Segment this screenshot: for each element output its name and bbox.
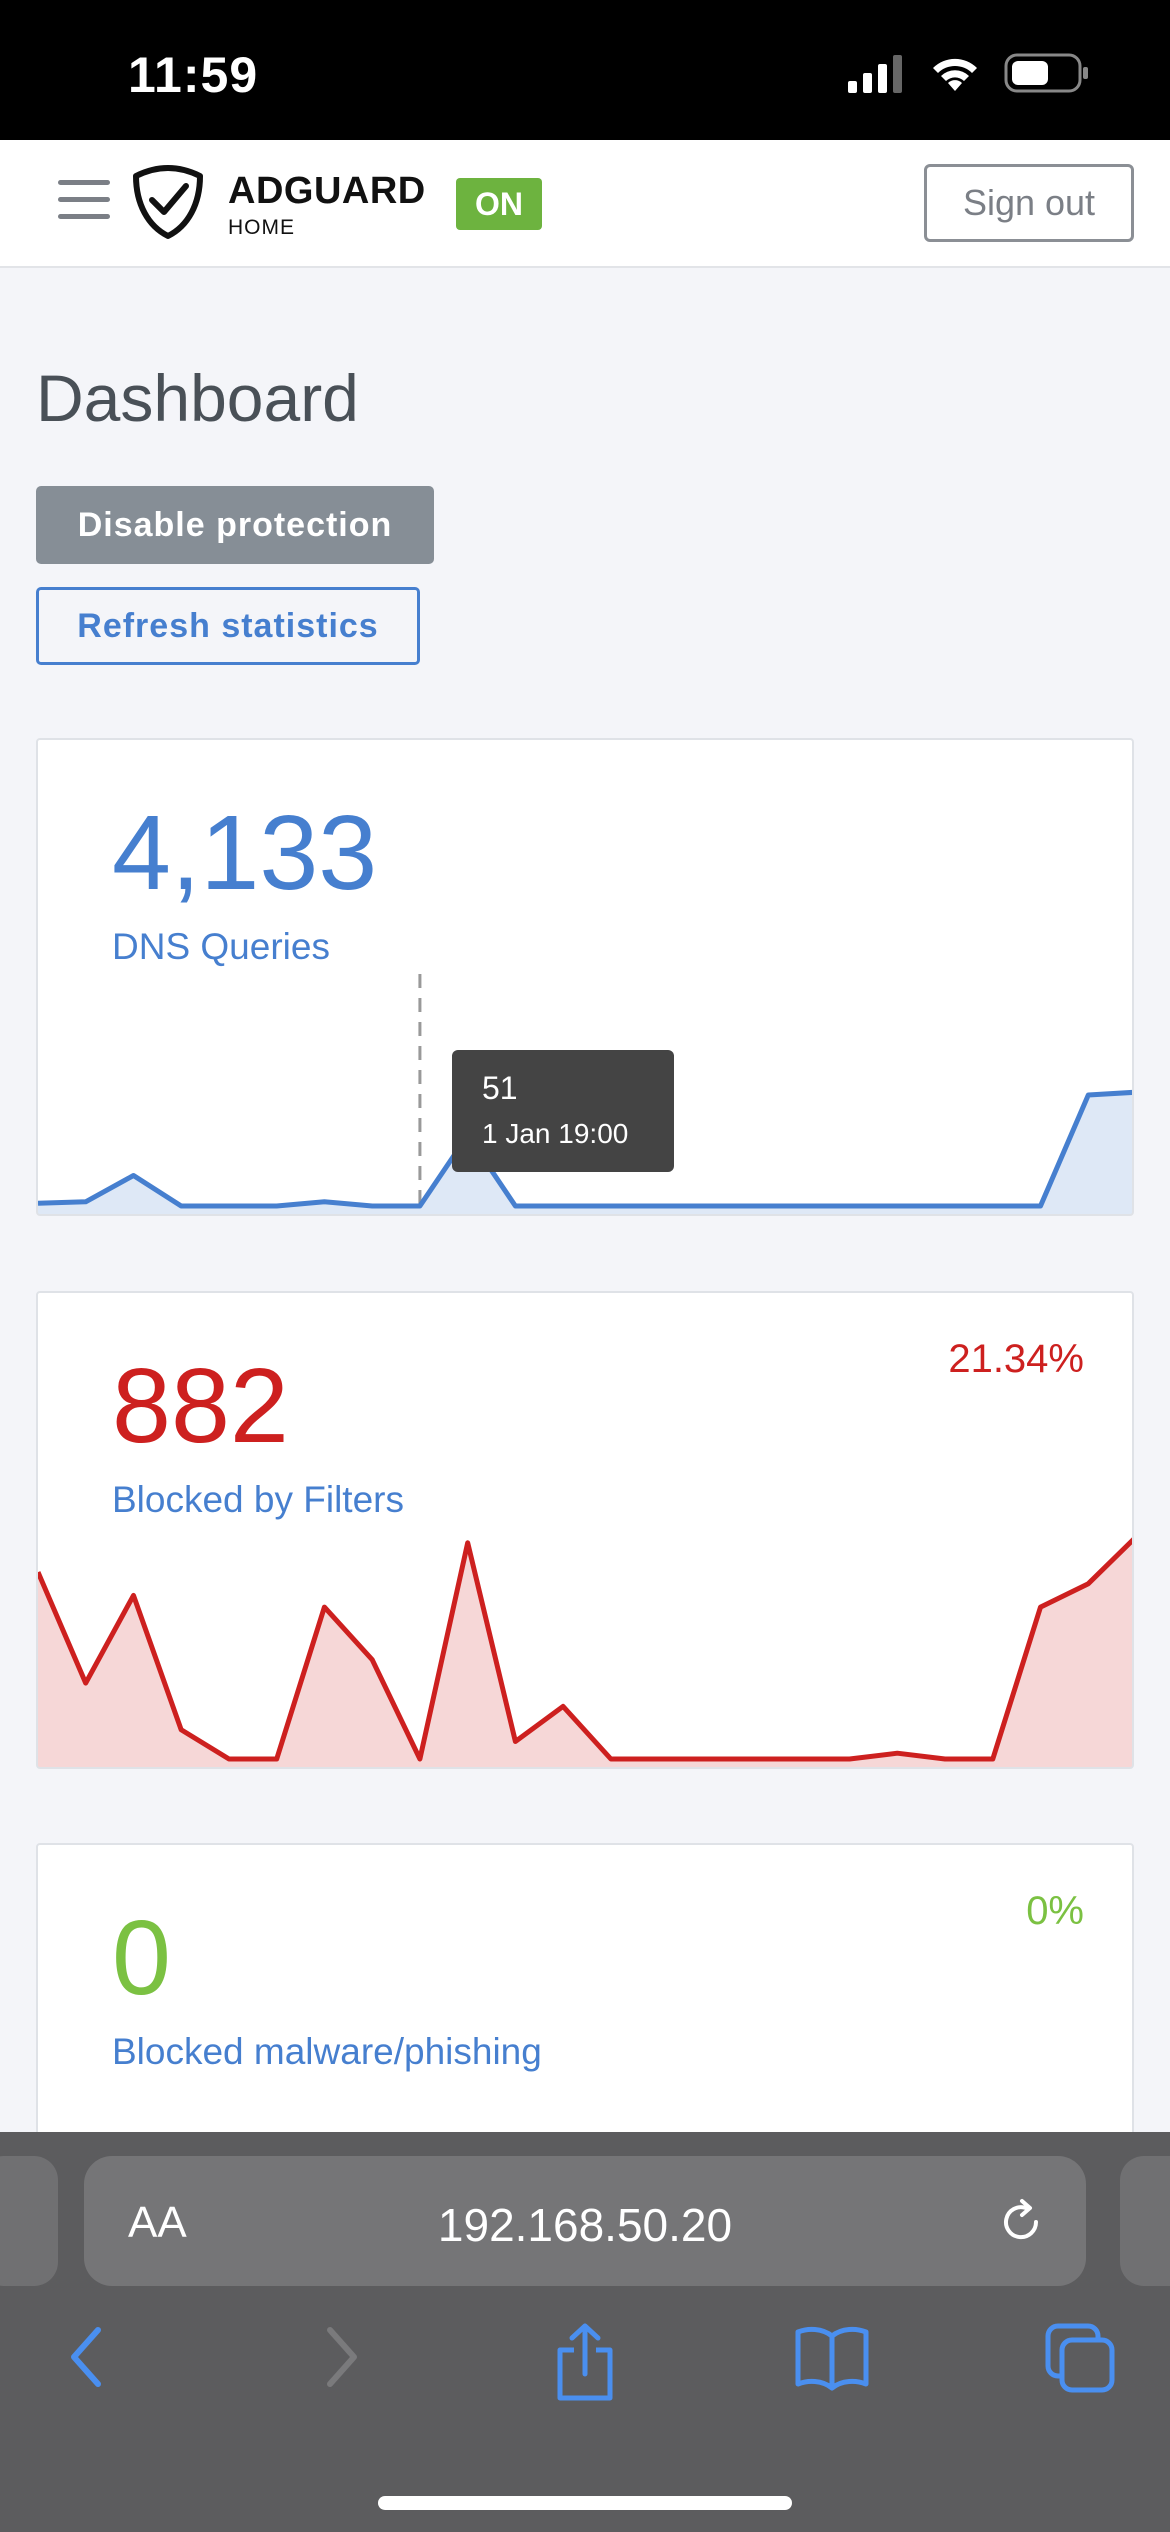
chart-area-fill — [38, 1540, 1132, 1767]
blocked-filters-percent: 21.34% — [948, 1337, 1084, 1381]
url-text[interactable]: 192.168.50.20 — [437, 2199, 733, 2251]
page-title: Dashboard — [36, 361, 359, 435]
tabs-icon[interactable] — [1044, 2322, 1116, 2394]
app-header: ADGUARD HOME ON Sign out — [0, 140, 1170, 268]
blocked-malware-count: 0 — [112, 1899, 171, 2017]
chart-area-fill — [38, 1092, 1132, 1214]
wifi-icon — [933, 58, 977, 91]
status-icons — [846, 52, 1090, 94]
dns-queries-count: 4,133 — [112, 794, 378, 912]
dns-queries-label: DNS Queries — [112, 926, 330, 967]
blocked-filters-card: 882 Blocked by Filters 21.34% — [36, 1291, 1134, 1769]
blocked-malware-percent: 0% — [1026, 1889, 1084, 1933]
disable-protection-button[interactable]: Disable protection — [36, 486, 434, 564]
status-bar: 11:59 — [0, 0, 1170, 140]
status-time: 11:59 — [128, 47, 259, 103]
blocked-filters-label: Blocked by Filters — [112, 1479, 404, 1520]
previous-tab[interactable] — [0, 2156, 58, 2286]
protection-status-badge: ON — [456, 178, 542, 230]
adguard-shield-icon — [133, 165, 203, 239]
battery-icon — [1004, 53, 1088, 93]
chart-tooltip: 51 1 Jan 19:00 — [452, 1050, 674, 1172]
tooltip-value: 51 — [482, 1070, 518, 1106]
home-indicator — [378, 2496, 792, 2510]
blocked-filters-count: 882 — [112, 1347, 289, 1465]
chart-series-line — [38, 1537, 1132, 1762]
tooltip-date: 1 Jan 19:00 — [482, 1118, 629, 1149]
dns-queries-card: 4,133 DNS Queries 51 1 Jan 19:00 — [36, 738, 1134, 1216]
blocked-filters-chart[interactable] — [38, 1527, 1134, 1767]
blocked-malware-label: Blocked malware/phishing — [112, 2031, 542, 2072]
brand-name: ADGUARD — [228, 170, 426, 212]
refresh-statistics-button[interactable]: Refresh statistics — [36, 587, 420, 665]
browser-chrome: AA 192.168.50.20 — [0, 2132, 1170, 2532]
signal-icon — [848, 55, 902, 93]
bookmarks-icon[interactable] — [794, 2322, 870, 2392]
reload-icon[interactable] — [996, 2196, 1046, 2246]
browser-toolbar — [0, 2322, 1170, 2442]
brand-sub: HOME — [228, 216, 295, 239]
dns-queries-chart[interactable] — [38, 974, 1134, 1214]
chart-series-line — [38, 1089, 1132, 1209]
forward-icon[interactable] — [316, 2322, 366, 2392]
blocked-malware-card: 0 Blocked malware/phishing 0% — [36, 1843, 1134, 2143]
sign-out-button[interactable]: Sign out — [924, 164, 1134, 242]
next-tab[interactable] — [1120, 2156, 1170, 2286]
text-size-button[interactable]: AA — [128, 2198, 187, 2247]
address-bar[interactable]: AA 192.168.50.20 — [84, 2156, 1086, 2286]
share-icon[interactable] — [550, 2322, 620, 2402]
hamburger-menu-icon[interactable] — [58, 180, 110, 224]
back-icon[interactable] — [62, 2322, 112, 2392]
